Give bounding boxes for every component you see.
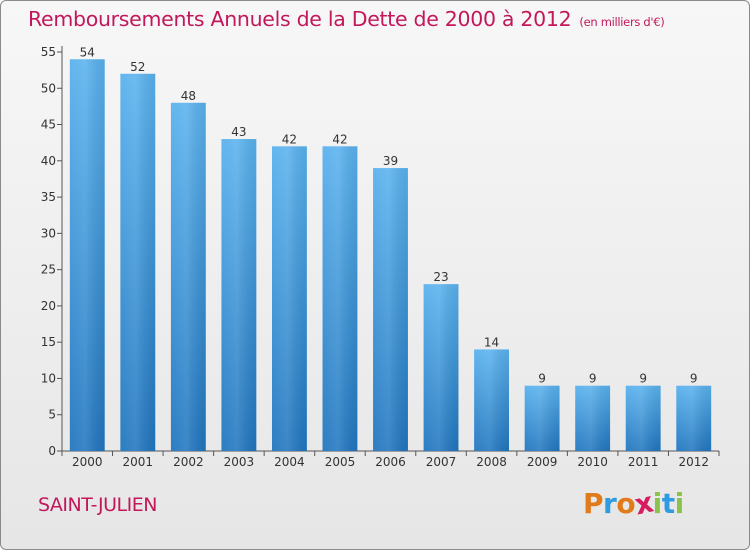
location-name: SAINT-JULIEN [38,494,157,516]
value-label-2003: 43 [231,125,246,139]
y-tick-label: 5 [48,408,56,422]
x-tick-label: 2009 [527,455,558,469]
logo-letter: P [583,487,604,520]
x-tick-label: 2008 [476,455,507,469]
value-label-2007: 23 [433,270,448,284]
value-label-2000: 54 [80,45,95,59]
x-tick-label: 2002 [173,455,204,469]
chart-bars [69,59,712,452]
bar-shine-2004 [271,146,307,452]
bar-shine-2000 [69,59,105,451]
logo-letter: r [603,487,617,520]
chart-title-text: Remboursements Annuels de la Dette de 20… [28,7,572,31]
bar-shine-2010 [575,385,611,451]
logo-letter: i [674,487,685,520]
value-label-2002: 48 [181,89,196,103]
bar-shine-2011 [625,385,661,451]
value-label-2004: 42 [282,132,297,146]
bar-shine-2006 [373,168,408,451]
y-tick-label: 35 [41,190,56,204]
x-tick-label: 2011 [628,455,659,469]
x-tick-label: 2003 [224,455,255,469]
x-tick-label: 2000 [72,455,103,469]
value-label-2010: 9 [589,372,597,386]
proxiti-logo: Proxiti [583,486,685,522]
value-label-2012: 9 [690,372,698,386]
value-label-2001: 52 [130,60,145,74]
value-label-2005: 42 [332,132,347,146]
value-label-2009: 9 [538,372,546,386]
chart-value-labels: 54 52 48 43 42 42 39 23 14 9 9 9 9 [80,45,698,385]
y-tick-label: 30 [41,226,56,240]
y-tick-label: 10 [41,371,56,385]
logo-letter: t [661,487,675,520]
bar-shine-2002 [170,102,206,452]
x-tick-label: 2004 [274,455,305,469]
bar-shine-2012 [676,385,712,451]
logo-letter: o [616,487,636,520]
bar-shine-2001 [120,73,156,451]
y-tick-label: 45 [41,118,56,132]
y-tick-label: 15 [41,335,56,349]
y-tick-label: 40 [41,154,56,168]
x-tick-label: 2001 [123,455,154,469]
y-tick-label: 50 [41,81,56,95]
chart-title: Remboursements Annuels de la Dette de 20… [28,7,665,31]
chart-unit-note: (en milliers d'€) [579,15,665,29]
chart-axes: 0 5 10 15 20 25 30 35 40 45 50 55 2000 2001 2002 2003 20… [41,45,720,469]
y-tick-label: 55 [41,45,56,59]
value-label-2011: 9 [639,372,647,386]
bar-shine-2003 [221,139,257,451]
x-tick-label: 2006 [375,455,406,469]
value-label-2006: 39 [383,154,398,168]
bar-shine-2008 [474,349,510,451]
value-label-2008: 14 [484,335,499,349]
x-tick-label: 2012 [678,455,709,469]
y-tick-label: 0 [48,444,56,458]
logo-letter: i [652,487,663,520]
y-tick-label: 20 [41,299,56,313]
bar-shine-2009 [524,385,560,451]
x-tick-label: 2005 [325,455,356,469]
y-tick-label: 25 [41,263,56,277]
x-tick-label: 2010 [577,455,608,469]
x-tick-label: 2007 [426,455,457,469]
bar-shine-2005 [322,146,358,452]
bar-shine-2007 [423,284,459,451]
